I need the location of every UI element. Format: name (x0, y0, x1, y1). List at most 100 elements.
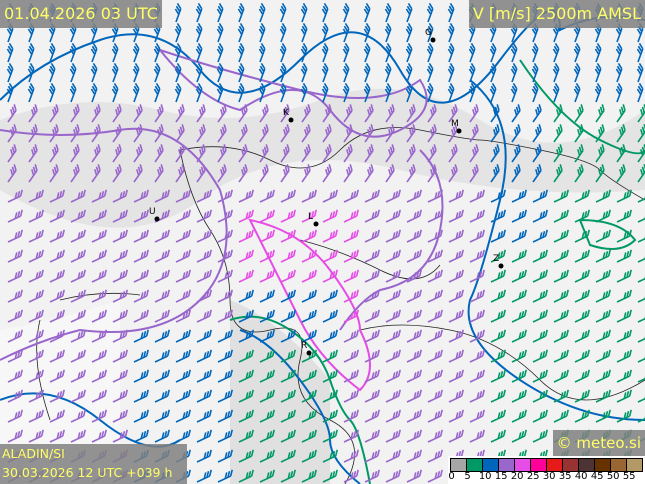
wind-barb (615, 42, 623, 63)
wind-barb (343, 269, 359, 283)
wind-barb (279, 22, 287, 43)
wind-barb (175, 144, 185, 163)
wind-barb (448, 349, 464, 363)
wind-barb (615, 82, 623, 103)
wind-barb (426, 82, 434, 103)
wind-barb (616, 209, 632, 223)
wind-barb (259, 369, 275, 383)
wind-barb (637, 349, 645, 363)
wind-barb (343, 349, 359, 363)
wind-barb (469, 144, 479, 163)
wind-barb (553, 189, 569, 203)
wind-barb (238, 329, 254, 343)
wind-barb (280, 409, 296, 423)
wind-barb (258, 22, 266, 43)
wind-barb (322, 104, 332, 123)
wind-barb (595, 189, 611, 203)
wind-barb (7, 164, 17, 183)
wind-barb (279, 62, 287, 83)
wind-barb (364, 389, 380, 403)
wind-barb (511, 124, 521, 143)
wind-barb (7, 329, 23, 343)
wind-barb (133, 249, 149, 263)
wind-barb (174, 42, 182, 63)
wind-barb (532, 144, 542, 163)
city-label: Z (493, 254, 500, 264)
wind-barb (217, 144, 227, 163)
wind-barb (616, 229, 632, 243)
wind-barb (280, 329, 296, 343)
wind-barb (216, 62, 224, 83)
wind-barb (385, 124, 395, 143)
wind-barb (70, 104, 80, 123)
wind-barb (90, 42, 98, 63)
wind-barb (238, 269, 254, 283)
wind-barb (280, 469, 296, 483)
wind-barb (406, 269, 422, 283)
wind-barb (343, 389, 359, 403)
wind-barb (259, 349, 275, 363)
wind-barb (616, 309, 632, 323)
wind-barb (48, 42, 56, 63)
wind-barb (511, 189, 527, 203)
wind-barb (595, 249, 611, 263)
wind-barb (406, 309, 422, 323)
wind-barb (322, 329, 338, 343)
wind-barb (132, 62, 140, 83)
wind-barb (511, 369, 527, 383)
wind-barb (28, 429, 44, 443)
wind-barb (637, 209, 645, 223)
wind-barb (363, 62, 371, 83)
wind-barb (217, 329, 233, 343)
wind-barb (49, 389, 65, 403)
wind-barb (322, 349, 338, 363)
wind-barb (343, 469, 359, 483)
legend-swatch (579, 459, 595, 471)
wind-barb (195, 2, 203, 23)
wind-barb (70, 329, 86, 343)
wind-barb (364, 269, 380, 283)
wind-barb (595, 289, 611, 303)
wind-barb (448, 269, 464, 283)
wind-barb (112, 369, 128, 383)
wind-barb (532, 389, 548, 403)
wind-barb (616, 329, 632, 343)
wind-barb (301, 389, 317, 403)
wind-barb (426, 2, 434, 23)
wind-barb (405, 82, 413, 103)
wind-barb (385, 289, 401, 303)
wind-barb (553, 349, 569, 363)
wind-barb (280, 209, 296, 223)
wind-barb (384, 62, 392, 83)
wind-barb (553, 269, 569, 283)
wind-barb (49, 329, 65, 343)
wind-barb (7, 389, 23, 403)
wind-barb (574, 269, 590, 283)
wind-barb (237, 42, 245, 63)
wind-barb (406, 249, 422, 263)
legend-tick: 45 (590, 471, 604, 482)
legend-tick: 20 (510, 471, 524, 482)
legend-tick: 10 (478, 471, 492, 482)
wind-barb (342, 82, 350, 103)
wind-barb (195, 82, 203, 103)
wind-barb (217, 289, 233, 303)
wind-barb (7, 144, 17, 163)
wind-barb (133, 209, 149, 223)
wind-barb (469, 209, 485, 223)
wind-barb (258, 42, 266, 63)
wind-barb (427, 249, 443, 263)
wind-barb (363, 22, 371, 43)
wind-barb (28, 229, 44, 243)
wind-barb (153, 42, 161, 63)
wind-barb (91, 124, 101, 143)
wind-barb (300, 62, 308, 83)
wind-barb (175, 229, 191, 243)
wind-barb (112, 144, 122, 163)
wind-barb (280, 449, 296, 463)
wind-barb (7, 229, 23, 243)
wind-barb (553, 249, 569, 263)
wind-barb (384, 22, 392, 43)
legend-tick: 5 (464, 471, 471, 482)
wind-barb (406, 124, 416, 143)
